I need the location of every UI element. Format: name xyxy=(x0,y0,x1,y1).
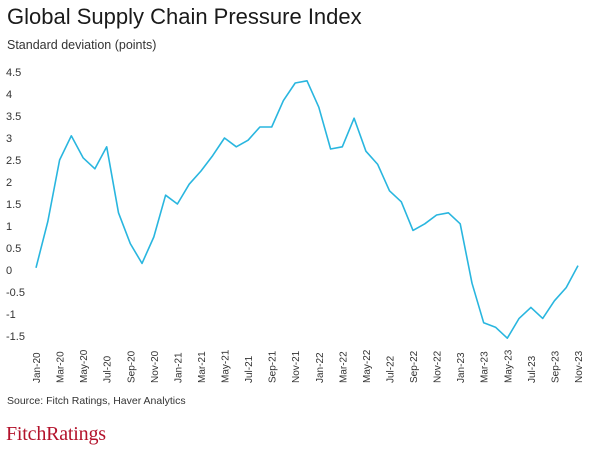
data-point xyxy=(530,306,532,308)
data-point xyxy=(471,282,473,284)
data-point xyxy=(518,317,520,319)
data-point xyxy=(235,146,237,148)
x-tick-label: May-23 xyxy=(503,349,514,383)
x-tick-label: Jul-20 xyxy=(103,355,114,383)
y-tick-label: 1.5 xyxy=(6,199,21,211)
data-point xyxy=(282,99,284,101)
y-axis-ticks: 4.5 4 3.5 3 2.5 2 1.5 1 0.5 0 -0.5 -1 -1.5 xyxy=(6,67,578,343)
data-point xyxy=(365,150,367,152)
y-tick-label: 4 xyxy=(6,89,12,101)
data-point xyxy=(164,194,166,196)
data-point xyxy=(329,148,331,150)
data-point xyxy=(388,190,390,192)
data-point xyxy=(200,170,202,172)
y-tick-label: -0.5 xyxy=(6,287,25,299)
x-tick-label: Jan-22 xyxy=(315,352,326,383)
series-layer xyxy=(35,80,579,340)
x-tick-label: Sep-23 xyxy=(550,350,561,383)
data-point xyxy=(294,82,296,84)
data-point xyxy=(35,267,37,269)
data-point xyxy=(483,322,485,324)
x-tick-label: Jan-20 xyxy=(32,352,43,383)
data-point xyxy=(223,137,225,139)
y-tick-label: 0 xyxy=(6,265,12,277)
x-tick-label: Nov-22 xyxy=(433,350,444,383)
data-point xyxy=(153,236,155,238)
series-line xyxy=(35,80,579,340)
x-tick-label: Mar-23 xyxy=(480,351,491,383)
data-point xyxy=(129,242,131,244)
x-tick-label: May-22 xyxy=(362,349,373,383)
data-point xyxy=(306,80,308,82)
data-point xyxy=(141,262,143,264)
x-tick-label: Sep-21 xyxy=(268,350,279,383)
y-tick-label: 3 xyxy=(6,133,12,145)
x-tick-label: Sep-20 xyxy=(126,350,137,383)
data-point xyxy=(117,212,119,214)
y-tick-label: 0.5 xyxy=(6,243,21,255)
data-point xyxy=(247,139,249,141)
x-tick-label: Nov-23 xyxy=(574,350,585,383)
data-point xyxy=(424,223,426,225)
data-point xyxy=(541,317,543,319)
y-tick-label: 4.5 xyxy=(6,67,21,79)
data-point xyxy=(212,154,214,156)
data-point xyxy=(435,214,437,216)
data-point xyxy=(259,126,261,128)
data-point xyxy=(412,229,414,231)
data-point xyxy=(353,117,355,119)
data-point xyxy=(447,212,449,214)
x-tick-label: Jul-21 xyxy=(244,355,255,383)
x-tick-label: Jul-22 xyxy=(385,355,396,383)
y-tick-label: 2 xyxy=(6,177,12,189)
data-point xyxy=(376,163,378,165)
chart-subtitle: Standard deviation (points) xyxy=(7,38,157,52)
x-tick-label: Jan-23 xyxy=(456,352,467,383)
data-point xyxy=(70,135,72,137)
data-point xyxy=(176,203,178,205)
data-point xyxy=(341,146,343,148)
x-tick-label: May-21 xyxy=(221,349,232,383)
x-tick-label: Jan-21 xyxy=(173,352,184,383)
x-tick-label: Mar-22 xyxy=(338,351,349,383)
data-point xyxy=(400,201,402,203)
data-point xyxy=(553,300,555,302)
data-point xyxy=(506,337,508,339)
y-tick-label: 1 xyxy=(6,221,12,233)
chart-source: Source: Fitch Ratings, Haver Analytics xyxy=(7,395,186,407)
y-tick-label: -1 xyxy=(6,309,16,321)
x-tick-label: Nov-20 xyxy=(150,350,161,383)
data-point xyxy=(577,264,579,266)
data-point xyxy=(318,106,320,108)
x-tick-label: Mar-21 xyxy=(197,351,208,383)
data-point xyxy=(270,126,272,128)
data-point xyxy=(47,220,49,222)
data-point xyxy=(58,159,60,161)
x-tick-label: Sep-22 xyxy=(409,350,420,383)
chart-title: Global Supply Chain Pressure Index xyxy=(7,4,362,29)
y-tick-label: 2.5 xyxy=(6,155,21,167)
x-tick-label: Nov-21 xyxy=(291,350,302,383)
data-point xyxy=(82,157,84,159)
data-point xyxy=(105,146,107,148)
data-point xyxy=(188,183,190,185)
x-tick-label: May-20 xyxy=(79,349,90,383)
y-tick-label: -1.5 xyxy=(6,331,25,343)
data-point xyxy=(565,286,567,288)
data-point xyxy=(494,326,496,328)
data-point xyxy=(94,168,96,170)
y-tick-label: 3.5 xyxy=(6,111,21,123)
data-point xyxy=(459,223,461,225)
x-tick-label: Mar-20 xyxy=(56,351,67,383)
x-tick-label: Jul-23 xyxy=(527,355,538,383)
fitch-ratings-logo: FitchRatings xyxy=(6,423,106,445)
x-axis-ticks: Jan-20 Mar-20 May-20 Jul-20 Sep-20 Nov-20 Jan-… xyxy=(32,349,585,383)
